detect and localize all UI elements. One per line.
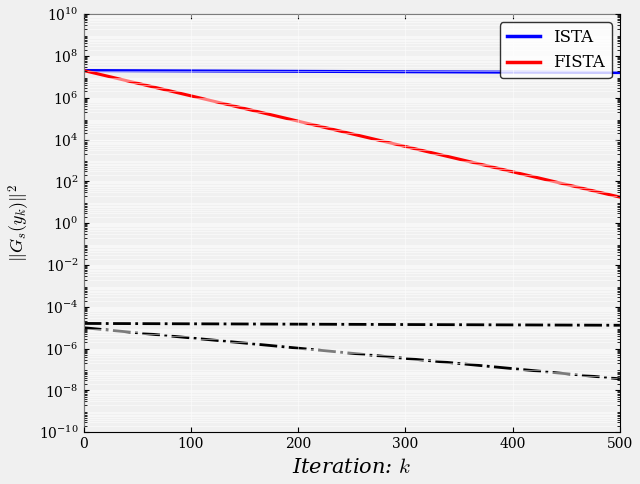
ISTA bbox=[236, 68, 243, 74]
ISTA bbox=[431, 69, 439, 75]
Legend: ISTA, FISTA: ISTA, FISTA bbox=[500, 22, 612, 78]
FISTA bbox=[275, 114, 283, 120]
ISTA bbox=[80, 68, 88, 74]
FISTA bbox=[80, 68, 88, 74]
X-axis label: Iteration: $k$: Iteration: $k$ bbox=[292, 458, 412, 477]
ISTA bbox=[212, 68, 220, 74]
FISTA bbox=[425, 149, 433, 155]
ISTA bbox=[275, 68, 283, 74]
ISTA bbox=[425, 69, 433, 75]
Line: FISTA: FISTA bbox=[84, 71, 620, 197]
FISTA bbox=[616, 194, 624, 200]
ISTA bbox=[524, 69, 532, 75]
Line: ISTA: ISTA bbox=[84, 71, 620, 73]
ISTA bbox=[616, 70, 624, 76]
FISTA bbox=[431, 151, 439, 156]
FISTA bbox=[524, 172, 532, 178]
FISTA bbox=[236, 105, 243, 110]
Y-axis label: $\|G_s(y_k)\|^2$: $\|G_s(y_k)\|^2$ bbox=[7, 184, 32, 262]
FISTA bbox=[212, 99, 220, 105]
